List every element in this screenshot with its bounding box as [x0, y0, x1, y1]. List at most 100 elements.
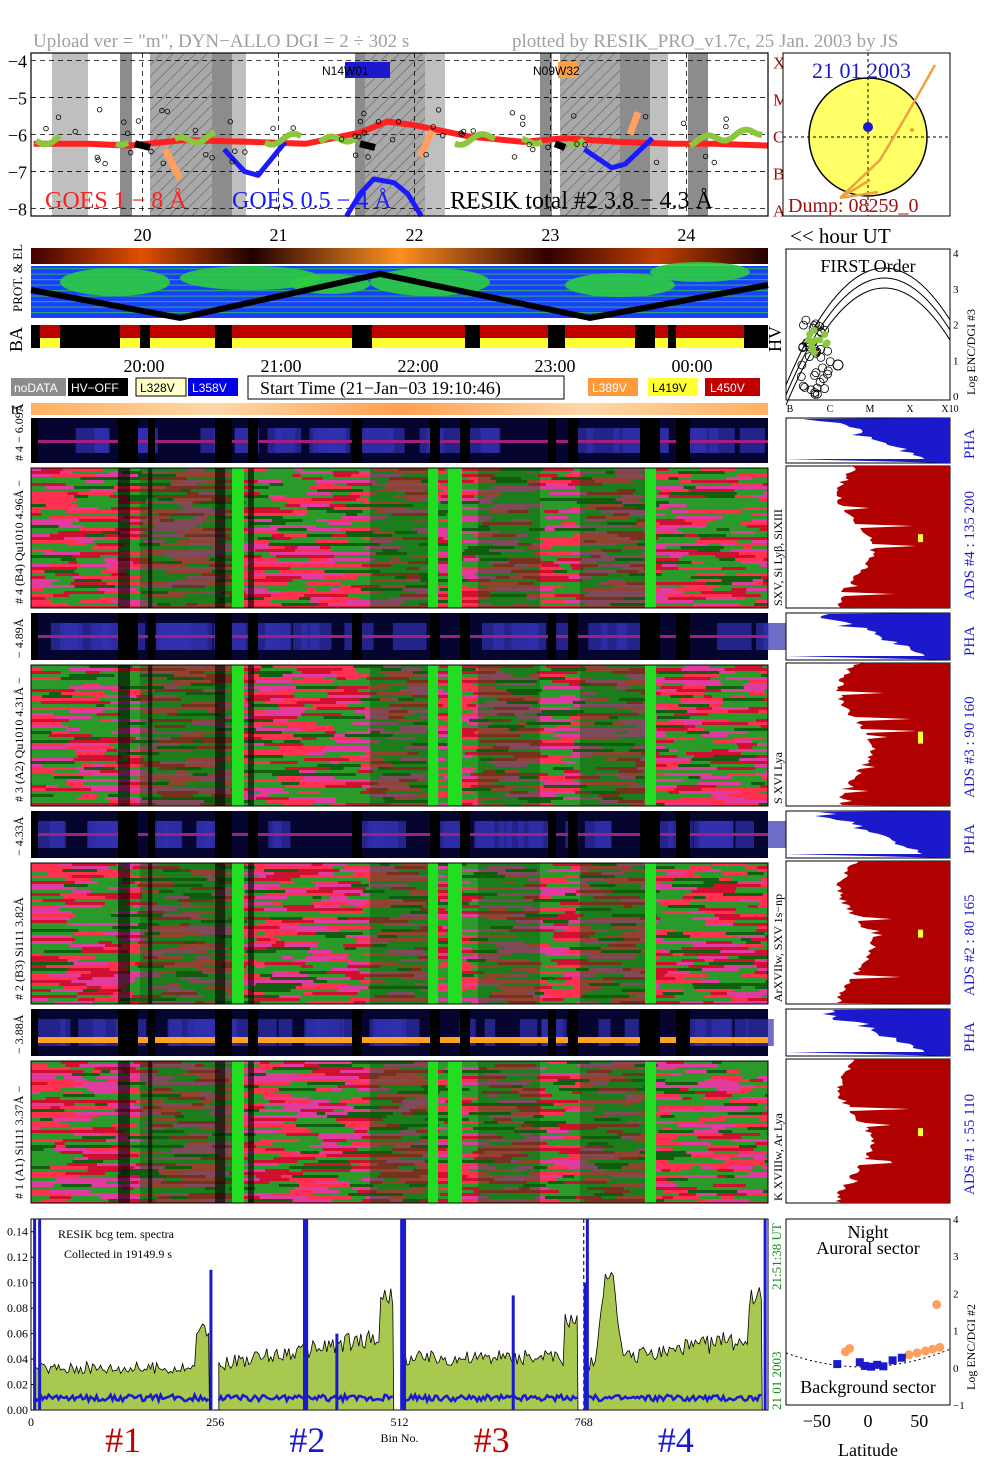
lat-bottom: Background sector	[800, 1377, 935, 1397]
lat-point	[845, 1343, 855, 1353]
first-order-xtick: M	[866, 404, 875, 415]
legend-row: noDATA HV−OFF L328V L358V Start Time (21…	[11, 375, 760, 400]
first-order-ytick: 2	[953, 320, 959, 332]
lat-point	[920, 1346, 930, 1356]
orbit-track	[30, 270, 769, 322]
start-time: Start Time (21−Jan−03 19:10:46)	[260, 378, 501, 399]
spectrogram-label: # 4 (B4) Qu1010 4.96Å −	[12, 480, 26, 604]
time-tick: 00:00	[671, 356, 712, 376]
lat-title1: Night	[847, 1222, 888, 1242]
first-order-xtick: X	[906, 404, 914, 415]
bg-side-time: 21:51:38 UT	[769, 1223, 784, 1290]
bg-ytick: 0.08	[7, 1301, 28, 1315]
line-id-label: ArXVIIw, SXV 1s−np	[771, 894, 785, 1002]
spectrogram-label: # 3 (A2) Qu1010 4.31Å −	[12, 677, 26, 802]
bg-xtick: 256	[206, 1415, 224, 1429]
first-order-panel: FIRST Order 4 3 2 1 0 B C M X X10 Log ENC/DGI #3	[785, 248, 978, 415]
svg-text:L419V: L419V	[652, 381, 687, 395]
resik-overflow-series	[161, 147, 184, 181]
pha-wavelength-label: − 4.89Å	[12, 618, 26, 658]
background-spectrum-panel: 0.14 0.12 0.10 0.08 0.06 0.04 0.02 0.000 256 512 7…	[7, 1218, 784, 1460]
lat-title2: Auroral sector	[816, 1238, 919, 1258]
lat-xtick: 50	[910, 1411, 928, 1431]
pha-wavelength-label: − 3.88Å	[12, 1014, 26, 1054]
resik-overflow-series	[416, 129, 436, 159]
sun-disk-panel: 21 01 2003 Dump: 08259_0	[782, 52, 951, 217]
bg-ytick: 0.00	[7, 1403, 28, 1417]
first-order-xtick: B	[787, 404, 794, 415]
lat-point	[879, 1362, 888, 1371]
bg-spectrum-segment	[402, 1314, 579, 1411]
segment-label: #1	[105, 1420, 141, 1460]
lat-point	[873, 1360, 882, 1369]
legend-nodata	[11, 378, 66, 396]
resik-total-legend: RESIK total #2 3.8 − 4.3 Å	[450, 188, 714, 214]
bg-blue-spectrum	[401, 1391, 578, 1405]
ads-label: ADS #3 : 90 160	[962, 696, 978, 798]
goes-ytick: −6	[8, 126, 27, 146]
bg-ytick: 0.10	[7, 1276, 28, 1290]
goes-xtick: 22	[405, 225, 423, 245]
pha-label: PHA	[962, 429, 978, 459]
bg-spectrum-segment	[34, 1323, 210, 1411]
flare-class-label: C	[773, 128, 784, 147]
lat-xtick: 0	[864, 1411, 873, 1431]
goes-ytick: −4	[8, 51, 27, 71]
lat-point	[932, 1300, 942, 1310]
resik-overflow-series	[626, 111, 642, 136]
channel-spectrograms: # 4 − 6.09Å # 4 (B4) Qu1010 4.96Å − PHA SXV…	[12, 403, 978, 1204]
bg-xtick: 768	[575, 1415, 593, 1429]
flare-class-label: B	[773, 165, 784, 184]
line-id-label: K XVIIIw, Ar Lya	[771, 1112, 785, 1201]
time-tick: 21:00	[260, 356, 301, 376]
bg-note1: RESIK bcg tem. spectra	[58, 1227, 175, 1241]
goes-0p5-4-series	[582, 136, 655, 171]
bg-ytick: 0.06	[7, 1327, 28, 1341]
pha-wavelength-label: − 4.33Å	[12, 816, 26, 856]
bg-note2: Collected in 19149.9 s	[64, 1247, 172, 1261]
lat-ytick: 1	[953, 1326, 959, 1338]
resik-total-series	[688, 126, 763, 149]
legend-l328	[135, 377, 187, 397]
resik-total-series	[454, 130, 497, 148]
first-order-ytick: 3	[953, 284, 959, 296]
first-order-title: FIRST Order	[820, 256, 915, 276]
segment-label: #2	[289, 1420, 325, 1460]
ads-label: ADS #4 : 135 200	[962, 491, 978, 600]
bg-ytick: 0.12	[7, 1250, 28, 1264]
lat-xtick: −50	[803, 1411, 831, 1431]
goes-ytick: −8	[8, 200, 27, 220]
lat-xlabel: Latitude	[838, 1440, 898, 1460]
header-right: plotted by RESIK_PRO_v1.7c, 25 Jan. 2003…	[512, 31, 898, 52]
satellite-track	[839, 64, 937, 200]
sun-date: 21 01 2003	[812, 58, 911, 83]
legend-hvoff	[68, 378, 128, 396]
spectrogram-label: # 2 (B3) Si111 3.82Å	[12, 897, 26, 1000]
goes-xtick: 20	[134, 225, 152, 245]
svg-text:L450V: L450V	[710, 381, 745, 395]
lat-point	[928, 1344, 938, 1354]
line-id-label: SXV, Si Lyβ, SiXIII	[771, 509, 785, 606]
svg-text:L358V: L358V	[192, 381, 227, 395]
bg-xtick: 0	[28, 1415, 34, 1429]
resik-total-series	[115, 139, 130, 149]
first-order-xtick: C	[827, 404, 834, 415]
resik-total-series	[263, 130, 303, 148]
lat-point	[867, 1362, 876, 1371]
goes-ytick: −5	[8, 88, 27, 108]
first-order-xtick: X10	[941, 404, 958, 415]
bg-spectrum-segment	[586, 1271, 763, 1411]
pha-label: PHA	[962, 626, 978, 656]
svg-text:L328V: L328V	[140, 381, 175, 395]
header-left: Upload ver = "m", DYN−ALLO DGI = 2 ÷ 302…	[33, 31, 409, 52]
lat-point	[912, 1348, 922, 1358]
resik-total-series	[34, 133, 62, 148]
resik-total-series	[520, 135, 544, 147]
flare-class-label: X	[773, 53, 785, 72]
bg-ytick: 0.02	[7, 1378, 28, 1392]
lat-point	[897, 1353, 906, 1362]
legend-l419	[648, 378, 698, 396]
